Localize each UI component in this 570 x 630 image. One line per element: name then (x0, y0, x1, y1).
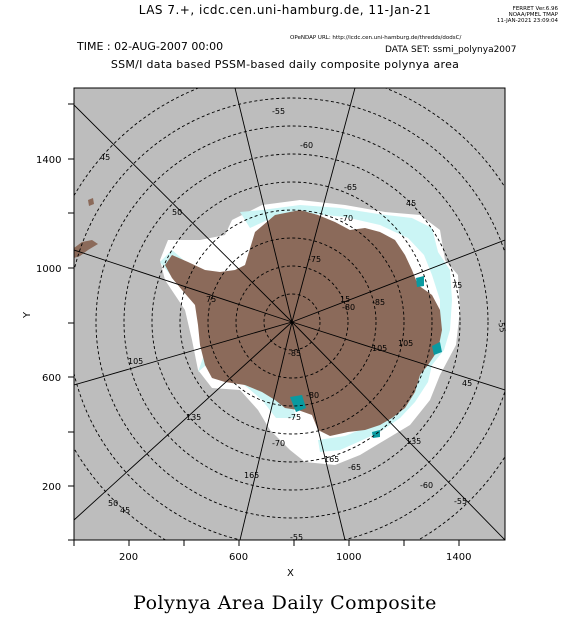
plot-header-title: LAS 7.+, icdc.cen.uni-hamburg.de, 11-Jan… (138, 3, 432, 17)
latitude-label: -55 (454, 497, 467, 506)
longitude-label: 45 (100, 153, 110, 162)
plot-subtitle: SSM/I data based PSSM-based daily compos… (110, 58, 460, 71)
polynya-dark-spot (416, 276, 424, 287)
longitude-label: 45 (406, 199, 416, 208)
y-tick-label: 1400 (36, 155, 61, 166)
longitude-line (291, 239, 505, 323)
x-tick-label: 1000 (336, 552, 361, 563)
longitude-line (239, 321, 293, 540)
ferret-line: 11-JAN-2021 23:09:04 (496, 18, 558, 24)
plot-frame (73, 87, 506, 541)
ferret-line: NOAA/PMEL TMAP (508, 12, 558, 18)
y-tick-label: 1000 (36, 264, 61, 275)
latitude-label: -80 (342, 303, 355, 312)
latitude-label: -85 (288, 349, 301, 358)
longitude-label: 75 (206, 295, 216, 304)
south-america-tip (74, 240, 98, 258)
longitude-lines (74, 88, 505, 540)
latitude-label: -85 (372, 298, 385, 307)
latitude-label: -70 (272, 439, 285, 448)
y-tick-label: 600 (42, 373, 61, 384)
x-tick-label: 1400 (446, 552, 471, 563)
longitude-label: 50 (108, 499, 118, 508)
longitude-label: 45 (120, 506, 130, 515)
latitude-label: -55 (290, 533, 303, 542)
latitude-label: -75 (308, 255, 321, 264)
opendap-url: OPeNDAP URL: http://icdc.cen.uni-hamburg… (290, 35, 462, 41)
x-tick-label: 600 (229, 552, 248, 563)
y-axis-ticks (68, 103, 74, 541)
latitude-circle (95, 125, 489, 519)
longitude-label: 165 (324, 455, 339, 464)
island (88, 198, 94, 206)
x-axis-ticks (73, 540, 460, 546)
x-axis-label: X (287, 568, 294, 579)
latitude-circle (151, 181, 433, 463)
time-label: TIME : 02-AUG-2007 00:00 (77, 40, 224, 53)
latitude-label: -80 (306, 391, 319, 400)
latitude-label: -60 (420, 481, 433, 490)
latitude-circle (123, 153, 461, 491)
polynya-light-area (240, 205, 452, 452)
y-tick-label: 200 (42, 482, 61, 493)
footer-title: Polynya Area Daily Composite (133, 592, 437, 614)
x-tick-label: 200 (119, 552, 138, 563)
longitude-label: 135 (186, 413, 201, 422)
longitude-line (74, 104, 293, 323)
longitude-line (74, 249, 293, 323)
latitude-label: -60 (300, 141, 313, 150)
longitude-label: 45 (462, 379, 472, 388)
antarctic-continent (165, 210, 442, 436)
latitude-circle (207, 237, 377, 407)
longitude-label: 105 (398, 339, 413, 348)
longitude-label: 75 (452, 281, 462, 290)
polynya-dark-spot (432, 342, 442, 355)
longitude-line (74, 321, 293, 386)
longitude-label: 15 (340, 295, 350, 304)
longitude-line (291, 321, 346, 540)
polynya-dark-spot (290, 395, 306, 412)
dataset-label: DATA SET: ssmi_polynya2007 (385, 45, 517, 55)
latitude-label: -75 (288, 413, 301, 422)
latitude-label: -65 (348, 463, 361, 472)
longitude-label: 105 (372, 344, 387, 353)
latitude-label: -55 (272, 107, 285, 116)
latitude-label: -65 (344, 183, 357, 192)
latitude-circle (263, 293, 321, 351)
latitude-label: -70 (340, 214, 353, 223)
ferret-line: FERRET Ver.6.96 (512, 6, 558, 12)
latitude-circle (179, 209, 405, 435)
longitude-line (74, 321, 293, 521)
longitude-line (291, 321, 505, 391)
latitude-label: -55 (496, 319, 507, 333)
longitude-line (291, 88, 356, 323)
longitude-line (291, 321, 505, 540)
longitude-label: 105 (128, 357, 143, 366)
latitude-circle (235, 265, 349, 379)
latitude-circles (74, 88, 505, 540)
ferret-version-info: FERRET Ver.6.96 NOAA/PMEL TMAP 11-JAN-20… (497, 6, 558, 24)
y-axis-label: Y (22, 311, 33, 319)
longitude-label: 50 (172, 208, 182, 217)
longitude-label: 135 (406, 437, 421, 446)
longitude-label: 165 (244, 471, 259, 480)
graticule-labels: -55 -60 -65 -70 -75 -80 -85 -85 -80 -75 … (100, 107, 507, 542)
longitude-line (234, 88, 293, 323)
